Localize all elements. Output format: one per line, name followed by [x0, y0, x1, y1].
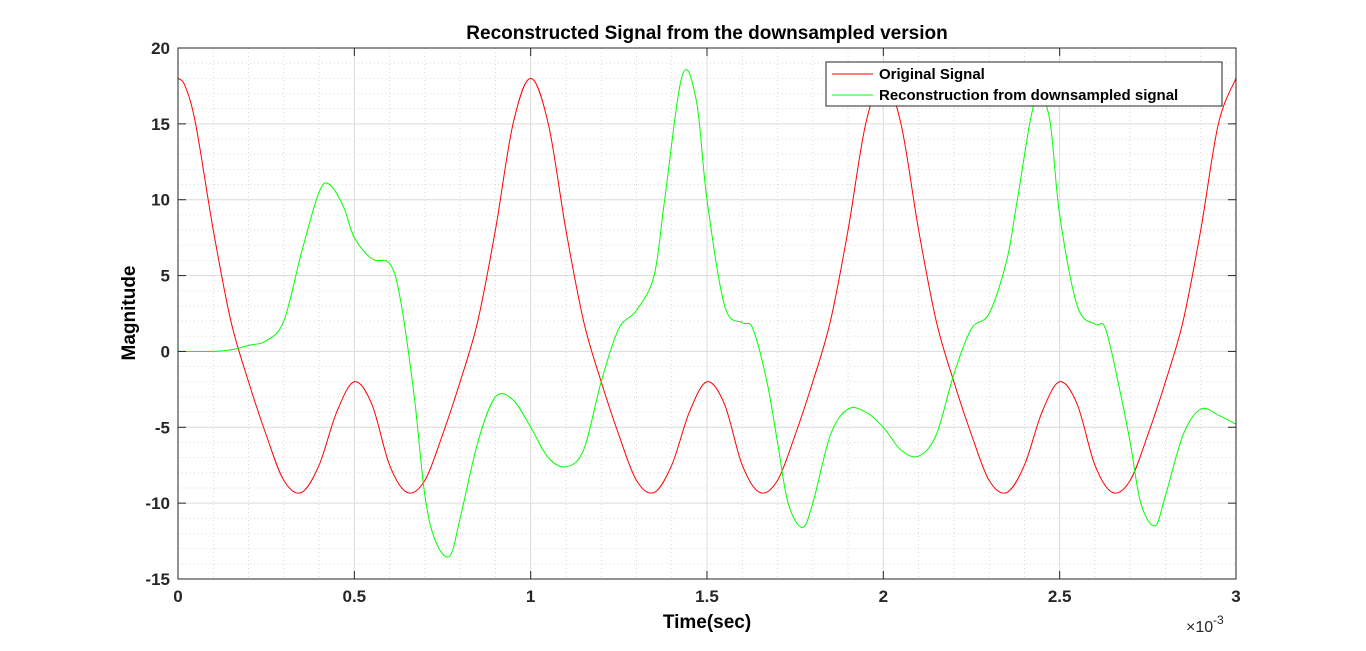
x-tick-label: 1 — [526, 587, 535, 606]
y-tick-label: 5 — [161, 267, 170, 286]
y-tick-labels: -15 -10 -5 0 5 10 15 20 — [145, 39, 170, 589]
tick-marks — [177, 47, 1237, 580]
y-tick-label: 10 — [151, 191, 170, 210]
x-tick-labels: 0 0.5 1 1.5 2 2.5 3 — [173, 587, 1240, 606]
y-tick-label: 15 — [151, 115, 170, 134]
y-axis-label: Magnitude — [119, 266, 140, 361]
series-lines — [177, 68, 1237, 558]
x-tick-label: 1.5 — [695, 587, 719, 606]
legend: Original Signal Reconstruction from down… — [825, 61, 1223, 107]
x-tick-label: 0.5 — [343, 587, 367, 606]
legend-label-reconstruction: Reconstruction from downsampled signal — [879, 87, 1178, 104]
x-exponent-label: ×10 -3 — [1186, 613, 1224, 636]
legend-label-original: Original Signal — [879, 66, 985, 83]
y-tick-label: 0 — [161, 342, 170, 361]
x-exponent-base: ×10 — [1186, 619, 1213, 636]
series-line-reconstruction — [177, 68, 1237, 558]
x-axis-label: Time(sec) — [663, 612, 751, 633]
x-tick-label: 2.5 — [1048, 587, 1072, 606]
y-tick-label: -10 — [145, 494, 170, 513]
x-exponent-power: -3 — [1213, 613, 1224, 627]
x-tick-label: 0 — [173, 587, 182, 606]
x-tick-label: 2 — [879, 587, 888, 606]
series-line-original — [177, 77, 1237, 494]
chart-title: Reconstructed Signal from the downsample… — [466, 23, 947, 44]
y-tick-label: -5 — [155, 418, 170, 437]
legend-box — [825, 61, 1223, 107]
x-tick-label: 3 — [1231, 587, 1240, 606]
y-tick-label: 20 — [151, 39, 170, 58]
y-tick-label: -15 — [145, 570, 170, 589]
